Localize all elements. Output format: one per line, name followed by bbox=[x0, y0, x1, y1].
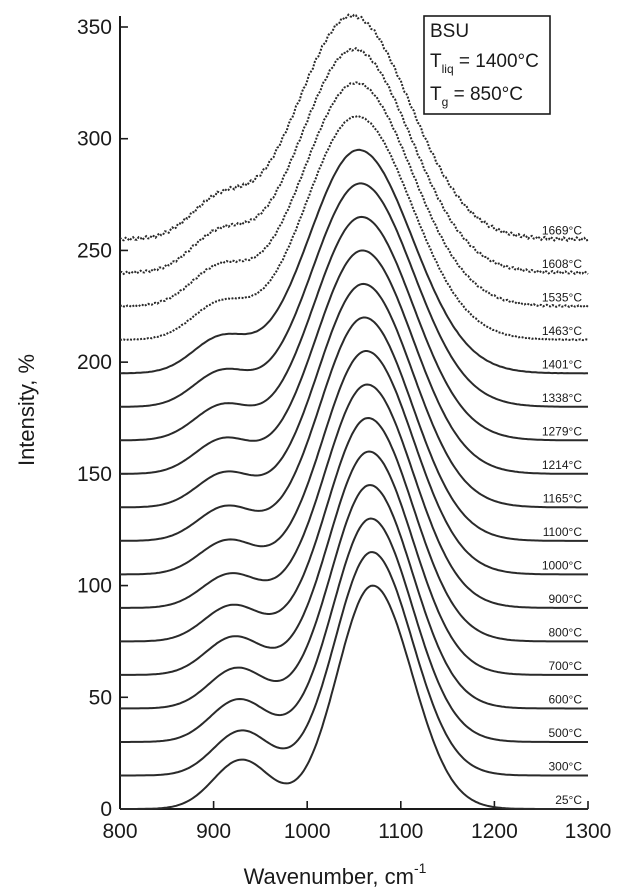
legend-tliq-main: T bbox=[430, 51, 442, 72]
x-axis-title-sup: -1 bbox=[414, 860, 427, 876]
series-line bbox=[120, 450, 588, 676]
x-tick-label: 1300 bbox=[565, 820, 612, 843]
x-tick-label: 800 bbox=[102, 820, 137, 843]
legend-tg-value: = 850°C bbox=[448, 84, 523, 105]
x-tick-label: 1000 bbox=[284, 820, 331, 843]
y-tick-label: 250 bbox=[77, 239, 112, 262]
x-axis-title: Wavenumber, cm-1 bbox=[244, 860, 427, 889]
y-tick-label: 150 bbox=[77, 463, 112, 486]
series-label: 25°C bbox=[555, 793, 582, 807]
series-line bbox=[119, 13, 589, 243]
legend-tliq-sub: liq bbox=[442, 62, 454, 76]
series-line bbox=[120, 416, 588, 643]
y-tick-label: 0 bbox=[100, 798, 112, 821]
series-label: 1165°C bbox=[543, 491, 583, 505]
temperature-labels: 25°C 300°C 500°C 600°C 700°C 800°C 900°C 1000°C… bbox=[542, 223, 583, 807]
series-line bbox=[119, 484, 588, 710]
series-line bbox=[120, 249, 588, 475]
series-group bbox=[119, 13, 589, 810]
series-line bbox=[120, 282, 588, 509]
series-label: 300°C bbox=[549, 759, 583, 773]
series-label: 900°C bbox=[549, 592, 583, 606]
x-tick-label: 900 bbox=[196, 820, 231, 843]
legend-tg-sub: g bbox=[442, 95, 449, 109]
x-axis-title-main: Wavenumber, cm bbox=[244, 864, 414, 889]
series-label: 1535°C bbox=[542, 290, 582, 304]
series-line bbox=[120, 148, 589, 375]
legend-tg: Tg = 850°C bbox=[430, 84, 523, 109]
legend-box bbox=[423, 15, 551, 115]
x-tick-label: 1200 bbox=[471, 820, 518, 843]
series-label: 1000°C bbox=[542, 558, 582, 572]
y-tick-label: 100 bbox=[77, 575, 112, 598]
series-line bbox=[119, 316, 588, 542]
y-tick-label: 350 bbox=[77, 16, 112, 39]
series-line bbox=[120, 517, 588, 743]
series-label: 1214°C bbox=[542, 458, 582, 472]
x-tick-label: 1100 bbox=[378, 820, 423, 843]
series-line bbox=[120, 551, 588, 777]
series-label: 1463°C bbox=[542, 324, 582, 338]
legend-sample: BSU bbox=[430, 21, 469, 42]
series-line bbox=[120, 215, 588, 442]
series-label: 1338°C bbox=[542, 391, 582, 405]
series-line bbox=[120, 350, 588, 576]
y-tick-label: 200 bbox=[77, 351, 112, 374]
axis-ticks: 800 900 1000 1100 1200 1300 0 50 100 150 200 250 300… bbox=[77, 16, 611, 843]
series-label: 600°C bbox=[549, 692, 583, 706]
legend-tliq: Tliq = 1400°C bbox=[430, 51, 539, 76]
y-axis-title: Intensity, % bbox=[14, 354, 39, 466]
series-label: 800°C bbox=[549, 625, 583, 639]
series-label: 1669°C bbox=[542, 223, 582, 237]
legend-tliq-value: = 1400°C bbox=[454, 51, 539, 72]
series-label: 1100°C bbox=[543, 525, 583, 539]
series-label: 500°C bbox=[549, 726, 583, 740]
series-line bbox=[119, 81, 589, 309]
series-label: 1279°C bbox=[542, 424, 582, 438]
series-line bbox=[120, 182, 588, 408]
series-line bbox=[120, 383, 588, 609]
series-line bbox=[119, 114, 589, 342]
legend-tg-main: T bbox=[430, 84, 442, 105]
legend: BSU Tliq = 1400°C Tg = 850°C bbox=[423, 15, 551, 115]
series-line bbox=[119, 46, 589, 276]
series-line bbox=[120, 584, 588, 810]
series-label: 1401°C bbox=[542, 357, 582, 371]
series-label: 700°C bbox=[549, 659, 583, 673]
series-label: 1608°C bbox=[542, 257, 582, 271]
y-tick-label: 300 bbox=[77, 128, 112, 151]
y-tick-label: 50 bbox=[89, 686, 112, 709]
